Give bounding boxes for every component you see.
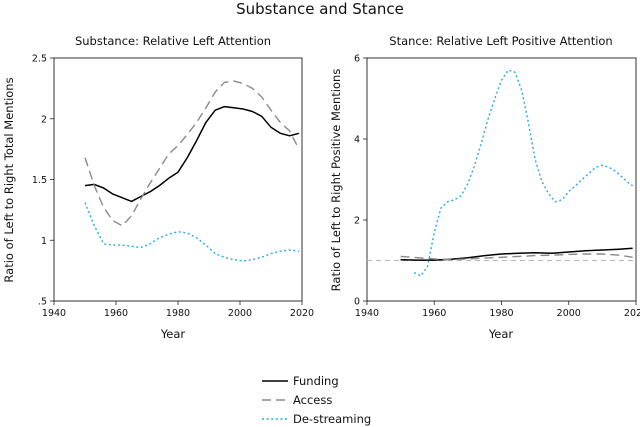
substance-series-de-streaming	[84, 202, 299, 262]
stance-series-access	[400, 253, 633, 261]
stance-x-axis-label: Year	[488, 327, 514, 341]
stance-plot-frame	[366, 57, 637, 302]
stance-series-de-streaming	[413, 69, 633, 277]
stance-x-tick-label-2000: 2000	[557, 308, 581, 319]
legend: Funding Access De-streaming	[262, 374, 371, 426]
substance-panel-title: Substance: Relative Left Attention	[75, 34, 271, 48]
substance-x-axis-label: Year	[160, 327, 186, 341]
substance-series-access	[84, 80, 300, 227]
stance-y-tick-label-0: 0	[354, 297, 360, 308]
stance-panel-title: Stance: Relative Left Positive Attention	[389, 34, 612, 48]
stance-y-tick-label-2: 4	[354, 135, 360, 146]
stance-x-tick-label-1980: 1980	[489, 308, 513, 319]
substance-y-axis-label: Ratio of Left to Right Total Mentions	[2, 77, 16, 282]
stance-x-tick-label-2020: 2020	[624, 308, 640, 319]
substance-series-funding	[84, 105, 300, 203]
substance-x-tick-label-2000: 2000	[228, 308, 252, 319]
substance-panel: Substance: Relative Left Attention Year …	[2, 34, 314, 341]
substance-y-tick-label-2: 1.5	[32, 175, 47, 186]
legend-label-funding: Funding	[293, 374, 339, 388]
stance-y-tick-label-3: 6	[354, 54, 360, 65]
substance-y-tick-label-3: 2	[41, 114, 47, 125]
legend-label-de-streaming: De-streaming	[293, 412, 371, 426]
substance-y-tick-label-4: 2.5	[32, 54, 47, 65]
stance-panel: Stance: Relative Left Positive Attention…	[329, 34, 640, 341]
substance-x-tick-label-1940: 1940	[42, 308, 66, 319]
figure-title: Substance and Stance	[236, 0, 404, 18]
substance-x-tick-label-1960: 1960	[104, 308, 128, 319]
substance-y-tick-label-0: .5	[38, 297, 47, 308]
stance-y-tick-label-1: 2	[354, 216, 360, 227]
substance-plot-frame	[53, 57, 303, 302]
substance-x-tick-label-2020: 2020	[290, 308, 314, 319]
substance-y-tick-label-1: 1	[41, 236, 47, 247]
stance-y-axis-label: Ratio of Left to Right Positive Mentions	[329, 69, 343, 292]
stance-x-tick-label-1960: 1960	[422, 308, 446, 319]
legend-label-access: Access	[293, 393, 332, 407]
substance-x-tick-label-1980: 1980	[166, 308, 190, 319]
stance-series-funding	[400, 247, 633, 261]
stance-x-tick-label-1940: 1940	[355, 308, 379, 319]
